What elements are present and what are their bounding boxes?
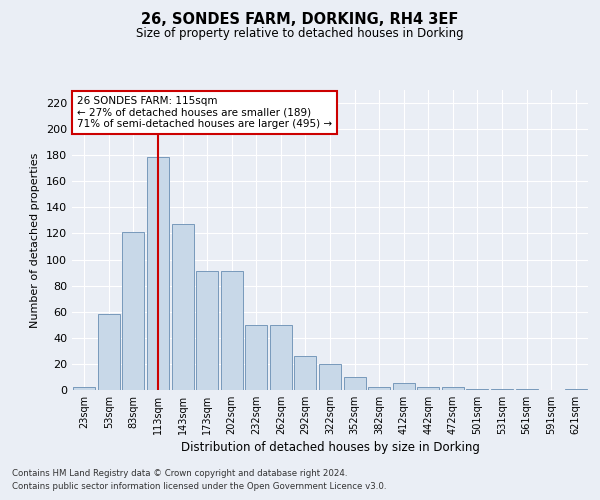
Bar: [98, 314, 120, 390]
Bar: [368, 388, 390, 390]
Bar: [172, 224, 194, 390]
Text: 26, SONDES FARM, DORKING, RH4 3EF: 26, SONDES FARM, DORKING, RH4 3EF: [142, 12, 458, 28]
X-axis label: Distribution of detached houses by size in Dorking: Distribution of detached houses by size …: [181, 441, 479, 454]
Text: 26 SONDES FARM: 115sqm
← 27% of detached houses are smaller (189)
71% of semi-de: 26 SONDES FARM: 115sqm ← 27% of detached…: [77, 96, 332, 129]
Bar: [147, 156, 169, 390]
Bar: [73, 388, 95, 390]
Bar: [122, 232, 145, 390]
Bar: [565, 388, 587, 390]
Bar: [392, 384, 415, 390]
Bar: [295, 356, 316, 390]
Text: Contains public sector information licensed under the Open Government Licence v3: Contains public sector information licen…: [12, 482, 386, 491]
Y-axis label: Number of detached properties: Number of detached properties: [31, 152, 40, 328]
Bar: [515, 388, 538, 390]
Bar: [491, 388, 513, 390]
Text: Size of property relative to detached houses in Dorking: Size of property relative to detached ho…: [136, 28, 464, 40]
Bar: [270, 325, 292, 390]
Bar: [196, 272, 218, 390]
Bar: [344, 377, 365, 390]
Text: Contains HM Land Registry data © Crown copyright and database right 2024.: Contains HM Land Registry data © Crown c…: [12, 468, 347, 477]
Bar: [466, 388, 488, 390]
Bar: [417, 388, 439, 390]
Bar: [221, 272, 243, 390]
Bar: [442, 388, 464, 390]
Bar: [319, 364, 341, 390]
Bar: [245, 325, 268, 390]
